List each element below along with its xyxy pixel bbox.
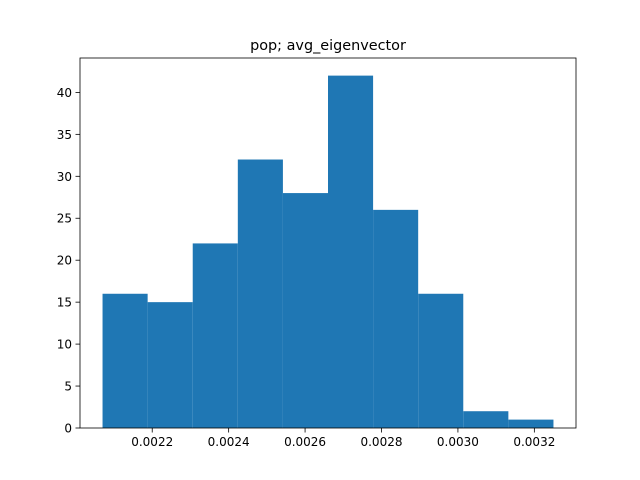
histogram-bar: [418, 293, 464, 428]
x-axis: 0.0022 0.0024 0.0026 0.0028 0.0030 0.0032: [131, 428, 555, 449]
y-tick-label: 35: [57, 128, 72, 142]
histogram-bar: [147, 302, 193, 428]
histogram-bar: [237, 159, 283, 428]
x-tick-label: 0.0032: [513, 435, 555, 449]
x-tick-label: 0.0024: [208, 435, 250, 449]
chart-title: pop; avg_eigenvector: [250, 38, 406, 54]
y-tick-label: 25: [57, 212, 72, 226]
histogram-bar: [508, 419, 554, 428]
y-tick-label: 5: [64, 380, 72, 394]
x-tick-label: 0.0026: [284, 435, 326, 449]
histogram-bar: [463, 411, 509, 428]
x-tick-label: 0.0022: [131, 435, 173, 449]
y-tick-label: 10: [57, 338, 72, 352]
y-tick-label: 15: [57, 296, 72, 310]
histogram-bar: [328, 75, 374, 428]
histogram-bar: [192, 243, 238, 428]
y-tick-label: 0: [64, 422, 72, 436]
y-tick-label: 20: [57, 254, 72, 268]
histogram-bar: [102, 293, 148, 428]
plot-frame: [79, 57, 577, 429]
x-tick-label: 0.0028: [360, 435, 402, 449]
histogram-bar: [373, 209, 419, 428]
y-axis: 0 5 10 15 20 25 30 35 40: [57, 86, 80, 436]
histogram-bar: [282, 193, 328, 428]
y-tick-label: 40: [57, 86, 72, 100]
y-tick-label: 30: [57, 170, 72, 184]
x-tick-label: 0.0030: [437, 435, 479, 449]
bars-group: [102, 75, 554, 428]
